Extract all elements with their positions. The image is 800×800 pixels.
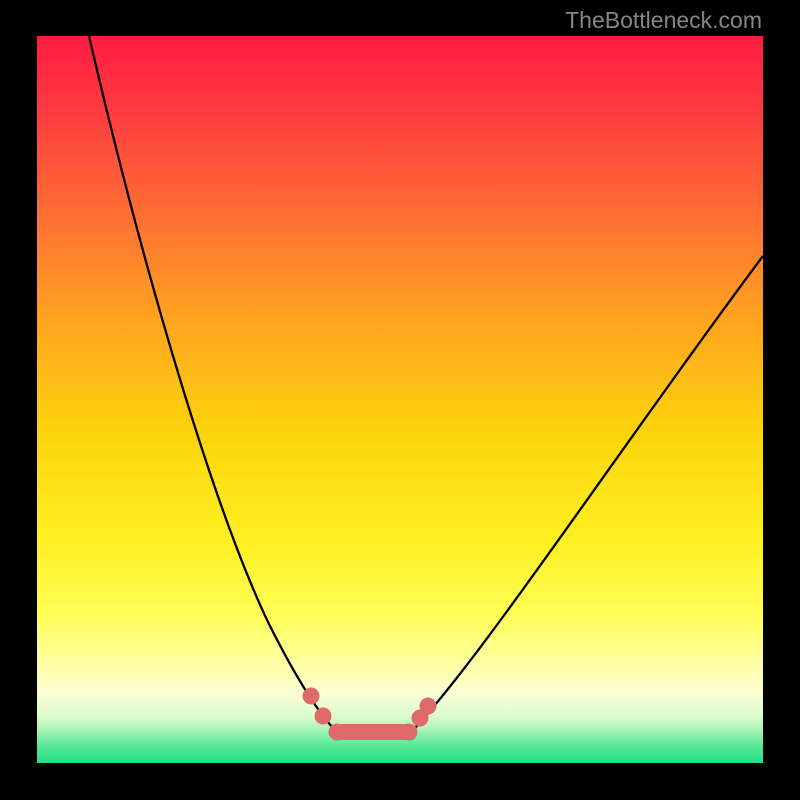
valley-dot <box>401 724 418 741</box>
valley-dot <box>420 698 437 715</box>
chart-container: TheBottleneck.com <box>0 0 800 800</box>
valley-dot <box>329 724 346 741</box>
valley-dot <box>315 708 332 725</box>
curve-overlay <box>37 36 763 763</box>
left-curve <box>89 36 333 728</box>
right-curve <box>415 256 763 728</box>
plot-area <box>37 36 763 763</box>
watermark-text: TheBottleneck.com <box>565 7 762 34</box>
valley-dot <box>303 688 320 705</box>
